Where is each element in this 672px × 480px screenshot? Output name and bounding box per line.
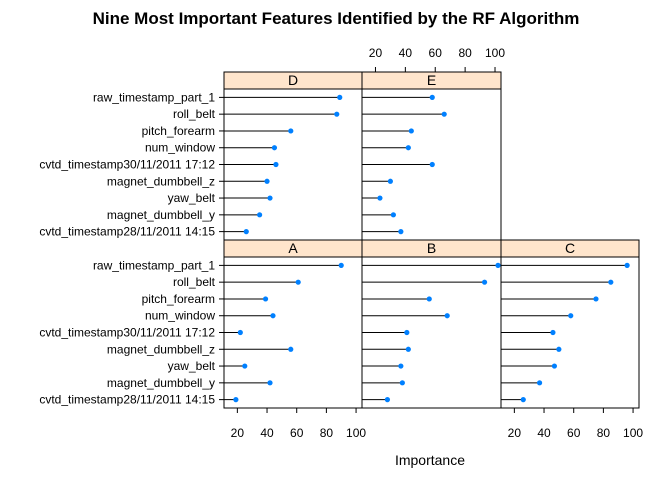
y-tick-label-raw-timestamp-part-1: raw_timestamp_part_1 bbox=[93, 90, 215, 104]
panel-a-point-roll-belt bbox=[295, 279, 301, 285]
x-tick-label-col0-20: 20 bbox=[231, 426, 245, 440]
panel-d-point-raw-timestamp-part-1 bbox=[337, 94, 343, 100]
panel-a-point-magnet-dumbbell-y bbox=[267, 380, 273, 386]
x-tick-label-col2-40: 40 bbox=[537, 426, 551, 440]
panel-a-strip-label: A bbox=[288, 240, 298, 256]
y-tick-label-cvtd-timestamp30-11-2011-17-12: cvtd_timestamp30/11/2011 17:12 bbox=[39, 326, 215, 340]
panel-b-point-roll-belt bbox=[481, 279, 488, 285]
panel-e-point-num-window bbox=[405, 145, 411, 151]
panel-e-point-raw-timestamp-part-1 bbox=[429, 94, 435, 100]
panel-b-point-yaw-belt bbox=[398, 363, 404, 369]
panel-d-point-pitch-forearm bbox=[288, 128, 294, 134]
panel-b-point-raw-timestamp-part-1 bbox=[495, 262, 501, 268]
x-tick-label-col1-60: 60 bbox=[429, 46, 443, 60]
x-tick-label-col1-80: 80 bbox=[458, 46, 472, 60]
panel-d-point-roll-belt bbox=[334, 111, 340, 117]
panel-c-point-pitch-forearm bbox=[593, 296, 599, 302]
y-tick-label-magnet-dumbbell-z: magnet_dumbbell_z bbox=[107, 342, 215, 356]
panel-e-point-magnet-dumbbell-y bbox=[390, 212, 396, 218]
panel-b-point-cvtd-timestamp28-11-2011-14-15 bbox=[384, 397, 391, 403]
panel-e-point-cvtd-timestamp28-11-2011-14-15 bbox=[398, 229, 404, 235]
y-tick-label-magnet-dumbbell-z: magnet_dumbbell_z bbox=[107, 174, 215, 188]
chart-title: Nine Most Important Features Identified … bbox=[93, 9, 580, 28]
panel-b-point-magnet-dumbbell-z bbox=[405, 346, 411, 352]
y-tick-label-num-window: num_window bbox=[145, 309, 215, 323]
panel-c-strip-label: C bbox=[565, 240, 575, 256]
panel-d-point-magnet-dumbbell-y bbox=[257, 212, 263, 218]
panel-e-point-yaw-belt bbox=[377, 195, 383, 201]
x-axis-label: Importance bbox=[395, 452, 465, 468]
y-tick-label-pitch-forearm: pitch_forearm bbox=[142, 124, 215, 138]
panel-b-strip-label: B bbox=[427, 240, 436, 256]
panel-d-point-magnet-dumbbell-z bbox=[264, 178, 270, 184]
panel-c-point-yaw-belt bbox=[551, 363, 558, 369]
panel-e-point-cvtd-timestamp30-11-2011-17-12 bbox=[429, 161, 435, 168]
x-tick-label-col2-80: 80 bbox=[597, 426, 611, 440]
panel-a-point-yaw-belt bbox=[242, 363, 248, 369]
x-tick-label-col1-40: 40 bbox=[399, 46, 413, 60]
x-tick-label-col2-60: 60 bbox=[567, 426, 581, 440]
y-tick-label-magnet-dumbbell-y: magnet_dumbbell_y bbox=[107, 376, 215, 390]
panel-a-point-magnet-dumbbell-z bbox=[288, 346, 294, 352]
panel-d-point-cvtd-timestamp30-11-2011-17-12 bbox=[273, 161, 279, 168]
panel-a-point-num-window bbox=[270, 313, 276, 319]
x-tick-label-col1-20: 20 bbox=[369, 46, 383, 60]
y-tick-label-magnet-dumbbell-y: magnet_dumbbell_y bbox=[107, 208, 215, 222]
y-tick-label-pitch-forearm: pitch_forearm bbox=[142, 292, 215, 306]
y-tick-label-roll-belt: roll_belt bbox=[173, 107, 216, 121]
panel-b-point-num-window bbox=[444, 313, 450, 319]
panel-d-point-num-window bbox=[271, 145, 278, 151]
panel-c-point-roll-belt bbox=[608, 279, 614, 285]
panel-e-point-magnet-dumbbell-z bbox=[387, 178, 393, 184]
panel-b-point-magnet-dumbbell-y bbox=[399, 380, 405, 386]
panel-c-point-magnet-dumbbell-y bbox=[536, 380, 543, 386]
panel-d-point-cvtd-timestamp28-11-2011-14-15 bbox=[243, 229, 249, 235]
panel-b-point-pitch-forearm bbox=[426, 296, 432, 302]
x-tick-label-col0-40: 40 bbox=[260, 426, 274, 440]
x-tick-label-col2-100: 100 bbox=[623, 426, 643, 440]
y-tick-label-yaw-belt: yaw_belt bbox=[168, 359, 216, 373]
panel-a-frame bbox=[223, 256, 363, 409]
panel-c-point-magnet-dumbbell-z bbox=[556, 346, 562, 352]
y-tick-label-num-window: num_window bbox=[145, 141, 215, 155]
panel-b-point-cvtd-timestamp30-11-2011-17-12 bbox=[404, 329, 410, 336]
x-tick-label-col1-100: 100 bbox=[485, 46, 505, 60]
panel-c-point-cvtd-timestamp28-11-2011-14-15 bbox=[520, 397, 526, 403]
y-tick-label-cvtd-timestamp28-11-2011-14-15: cvtd_timestamp28/11/2011 14:15 bbox=[39, 393, 215, 407]
y-tick-label-cvtd-timestamp28-11-2011-14-15: cvtd_timestamp28/11/2011 14:15 bbox=[39, 225, 215, 239]
x-tick-label-col0-60: 60 bbox=[290, 426, 304, 440]
panel-a-point-cvtd-timestamp30-11-2011-17-12 bbox=[237, 329, 243, 336]
panel-c-point-raw-timestamp-part-1 bbox=[624, 262, 630, 268]
panel-e-point-pitch-forearm bbox=[408, 128, 414, 134]
x-tick-label-col2-20: 20 bbox=[508, 426, 522, 440]
panel-c-point-num-window bbox=[568, 313, 574, 319]
y-tick-label-raw-timestamp-part-1: raw_timestamp_part_1 bbox=[93, 258, 215, 272]
y-tick-label-cvtd-timestamp30-11-2011-17-12: cvtd_timestamp30/11/2011 17:12 bbox=[39, 158, 215, 172]
x-tick-label-col0-80: 80 bbox=[320, 426, 334, 440]
y-tick-label-yaw-belt: yaw_belt bbox=[168, 191, 216, 205]
panel-e-strip-label: E bbox=[427, 72, 436, 88]
panel-e-point-roll-belt bbox=[441, 111, 447, 117]
panel-a-point-raw-timestamp-part-1 bbox=[338, 262, 344, 268]
panel-a-point-cvtd-timestamp28-11-2011-14-15 bbox=[233, 397, 239, 403]
panel-a-point-pitch-forearm bbox=[262, 296, 269, 302]
x-tick-label-col0-100: 100 bbox=[346, 426, 366, 440]
panel-c-point-cvtd-timestamp30-11-2011-17-12 bbox=[550, 329, 556, 336]
y-tick-label-roll-belt: roll_belt bbox=[173, 275, 216, 289]
panel-d-strip-label: D bbox=[288, 72, 298, 88]
panel-d-point-yaw-belt bbox=[267, 195, 273, 201]
